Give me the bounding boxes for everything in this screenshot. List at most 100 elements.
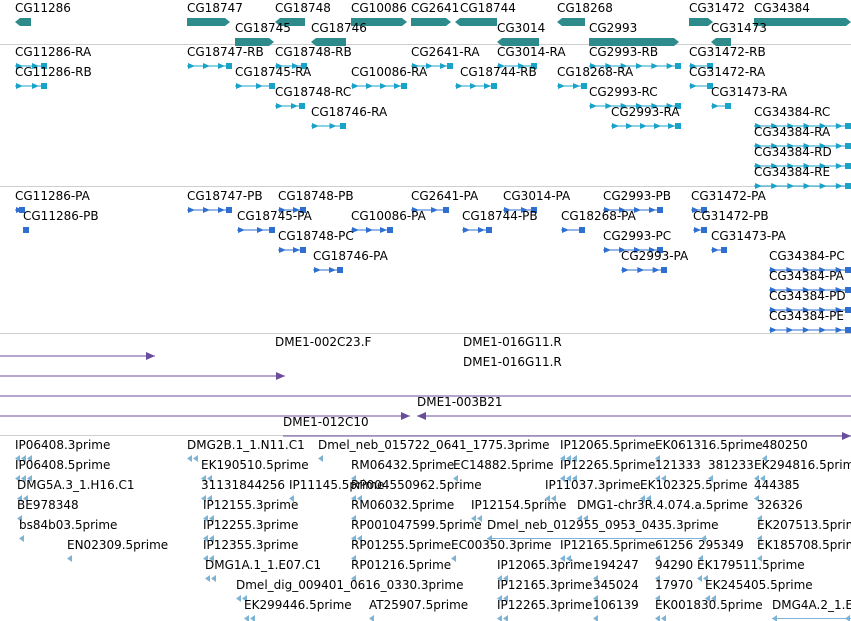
est-glyph[interactable] (15, 455, 35, 462)
mrna-glyph[interactable] (411, 62, 453, 70)
est-label[interactable]: IP12165.3prime (497, 578, 593, 592)
mrna-glyph[interactable] (754, 122, 851, 130)
gene-label[interactable]: CG10086 (351, 1, 407, 15)
est-glyph[interactable] (754, 495, 764, 502)
mrna-glyph[interactable] (351, 82, 407, 90)
gene-label[interactable]: CG11286 (15, 1, 71, 15)
mrna-label[interactable]: CG2993-RB (589, 45, 659, 59)
protein-label[interactable]: CG2993-PA (621, 249, 689, 263)
gene-glyph[interactable] (411, 18, 451, 26)
est-label[interactable]: IP12154.5prime (471, 498, 567, 512)
est-glyph[interactable] (698, 555, 708, 562)
est-glyph[interactable] (203, 535, 215, 542)
est-label[interactable]: 31131844256 (201, 478, 285, 492)
gene-glyph[interactable] (311, 38, 346, 46)
clone-label[interactable]: DME1-003B21 (417, 395, 503, 409)
est-glyph[interactable] (451, 555, 461, 562)
protein-glyph[interactable] (462, 226, 492, 234)
protein-label[interactable]: CG18745-PA (237, 209, 312, 223)
clone-label[interactable]: DME1-016G11.R (463, 355, 562, 369)
est-glyph[interactable] (640, 495, 652, 502)
est-glyph[interactable] (577, 515, 589, 522)
est-glyph[interactable] (203, 555, 215, 562)
est-label[interactable]: DMG4A.2_1.E (772, 598, 851, 612)
est-glyph[interactable] (369, 615, 379, 621)
est-label[interactable]: Dmel_dig_009401_0616_0330.3prime (236, 578, 464, 592)
clone-glyph[interactable] (417, 412, 851, 420)
protein-label[interactable]: CG11286-PB (23, 209, 99, 223)
est-label[interactable]: 480250 (762, 438, 808, 452)
clone-glyph[interactable] (0, 392, 851, 400)
protein-label[interactable]: CG34384-PD (769, 289, 846, 303)
est-label[interactable]: EK179511.5prime (697, 558, 805, 572)
est-label[interactable]: IP06408.5prime (15, 458, 111, 472)
gene-glyph[interactable] (589, 38, 679, 46)
protein-glyph[interactable] (691, 206, 707, 214)
mrna-label[interactable]: CG2993-RA (611, 105, 680, 119)
est-label[interactable]: 345024 (593, 578, 639, 592)
mrna-label[interactable]: CG18748-RC (275, 85, 352, 99)
mrna-glyph[interactable] (275, 102, 305, 110)
est-label[interactable]: IP12155.3prime (203, 498, 299, 512)
mrna-glyph[interactable] (589, 102, 681, 110)
clone-label[interactable]: DME1-016G11.R (463, 335, 562, 349)
est-glyph[interactable] (351, 475, 361, 482)
mrna-label[interactable]: CG34384-RE (754, 165, 831, 179)
mrna-glyph[interactable] (187, 62, 232, 70)
est-label[interactable]: EK190510.5prime (201, 458, 309, 472)
mrna-label[interactable]: CG18268-RA (557, 65, 634, 79)
mrna-label[interactable]: CG31472-RA (689, 65, 766, 79)
est-glyph[interactable] (236, 595, 248, 602)
est-label[interactable]: EC14882.5prime (453, 458, 554, 472)
est-glyph[interactable] (487, 535, 707, 542)
est-glyph[interactable] (471, 515, 483, 522)
est-glyph[interactable] (351, 575, 361, 582)
est-label[interactable]: IP12065.5prime (560, 438, 656, 452)
clone-glyph[interactable] (0, 352, 155, 360)
est-label[interactable]: DMG1-chr3R.4.074.a.5prime (577, 498, 749, 512)
est-glyph[interactable] (351, 535, 365, 542)
mrna-label[interactable]: CG18747-RB (187, 45, 264, 59)
est-glyph[interactable] (655, 475, 667, 482)
mrna-label[interactable]: CG18748-RB (275, 45, 352, 59)
est-label[interactable]: 61256 (655, 538, 694, 552)
est-label[interactable]: EK102325.5prime (640, 478, 748, 492)
est-label[interactable]: 295349 (698, 538, 744, 552)
protein-glyph[interactable] (351, 226, 393, 234)
gene-label[interactable]: CG18268 (557, 1, 613, 15)
est-glyph[interactable] (19, 535, 27, 542)
est-glyph[interactable] (655, 575, 665, 582)
gene-glyph[interactable] (754, 18, 851, 26)
est-label[interactable]: Dmel_neb_012955_0953_0435.3prime (487, 518, 719, 532)
est-glyph[interactable] (351, 515, 361, 522)
est-label[interactable]: EK294816.5prime (754, 458, 851, 472)
est-label[interactable]: 326326 (757, 498, 803, 512)
protein-label[interactable]: CG31473-PA (711, 229, 786, 243)
protein-label[interactable]: CG18746-PA (313, 249, 388, 263)
gene-label[interactable]: CG2993 (589, 21, 638, 35)
est-glyph[interactable] (593, 595, 601, 602)
mrna-glyph[interactable] (689, 62, 713, 70)
est-glyph[interactable] (187, 455, 201, 462)
est-glyph[interactable] (545, 495, 557, 502)
mrna-label[interactable]: CG11286-RA (15, 45, 92, 59)
protein-label[interactable]: CG18268-PA (561, 209, 636, 223)
mrna-glyph[interactable] (497, 62, 537, 70)
est-glyph[interactable] (655, 615, 667, 621)
est-label[interactable]: IP11145.5prime (289, 478, 385, 492)
gene-glyph[interactable] (711, 38, 731, 46)
protein-glyph[interactable] (313, 266, 343, 274)
protein-label[interactable]: CG10086-PA (351, 209, 426, 223)
gene-glyph[interactable] (187, 18, 230, 26)
protein-glyph[interactable] (278, 206, 306, 214)
mrna-label[interactable]: CG31472-RB (689, 45, 766, 59)
est-label[interactable]: RP01216.5prime (351, 558, 452, 572)
mrna-label[interactable]: CG11286-RB (15, 65, 92, 79)
est-glyph[interactable] (15, 475, 35, 482)
est-label[interactable]: Dmel_neb_015722_0641_1775.3prime (318, 438, 550, 452)
est-glyph[interactable] (497, 575, 509, 582)
mrna-glyph[interactable] (311, 122, 346, 130)
protein-glyph[interactable] (561, 226, 585, 234)
gene-glyph[interactable] (557, 18, 585, 26)
est-glyph[interactable] (708, 475, 716, 482)
